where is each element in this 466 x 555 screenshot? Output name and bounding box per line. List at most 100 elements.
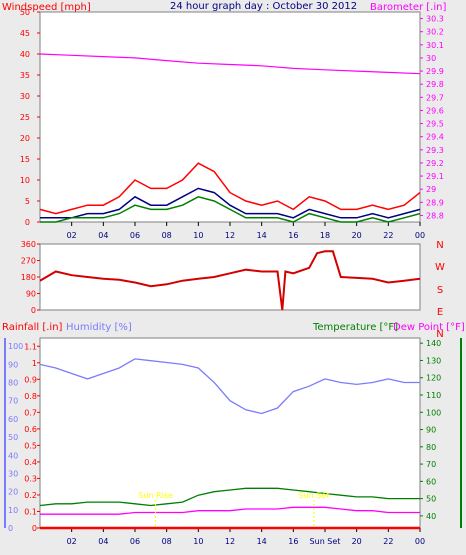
rain-x-tick-label: 06 xyxy=(130,537,140,546)
wind-x-tick-label: 08 xyxy=(162,231,172,240)
temp-y-tick-label: 120 xyxy=(426,374,441,383)
baro-y-tick-label: 29.2 xyxy=(426,159,444,168)
humidity-y-tick-label: 10 xyxy=(8,506,18,515)
temp-y-tick-label: 70 xyxy=(426,460,436,469)
baro-y-tick-label: 28.9 xyxy=(426,198,444,207)
wind-x-tick-label: 10 xyxy=(193,231,203,240)
rain-y-tick-label: 0.1 xyxy=(24,507,37,516)
rain-x-tick-label: Sun Set xyxy=(310,537,341,546)
rain-y-tick-label: 0.4 xyxy=(24,458,37,467)
wind-y-tick-label: 35 xyxy=(20,71,30,80)
wind-x-tick-label: 12 xyxy=(225,231,235,240)
wind-y-tick-label: 30 xyxy=(20,92,30,101)
baro-y-tick-label: 29.4 xyxy=(426,133,444,142)
wind-y-tick-label: 40 xyxy=(20,50,30,59)
sun-marker-label: Sun Set xyxy=(298,491,329,500)
humidity-y-tick-label: 0 xyxy=(8,524,13,533)
wind-y-tick-label: 10 xyxy=(20,176,30,185)
baro-y-tick-label: 29.6 xyxy=(426,106,444,115)
rain-y-tick-label: 0.7 xyxy=(24,408,37,417)
rain-title: Rainfall [.in] xyxy=(2,322,63,333)
humidity-y-tick-label: 60 xyxy=(8,415,18,424)
rain-x-tick-label: 10 xyxy=(193,537,203,546)
dewpoint-title: Dew Point [°F] xyxy=(393,322,465,333)
wind-x-tick-label: 14 xyxy=(257,231,267,240)
wind-x-tick-label: 00 xyxy=(415,231,425,240)
compass-label: S xyxy=(437,285,443,296)
baro-y-tick-label: 29.1 xyxy=(426,172,444,181)
series-barometer xyxy=(39,53,421,75)
rain-y-tick-label: 1 xyxy=(32,359,37,368)
humidity-y-tick-label: 40 xyxy=(8,451,18,460)
compass-label: N xyxy=(436,329,443,340)
rain-y-tick-label: 0.5 xyxy=(24,441,37,450)
rain-hum-temp-panel: Rainfall [.in] Humidity [%] Temperature … xyxy=(2,322,465,546)
baro-y-tick-label: 30 xyxy=(426,54,436,63)
temp-y-tick-label: 50 xyxy=(426,495,436,504)
rain-x-tick-label: 16 xyxy=(288,537,298,546)
rain-x-tick-label: 22 xyxy=(383,537,393,546)
wind-x-tick-label: 02 xyxy=(67,231,77,240)
baro-y-tick-label: 29.9 xyxy=(426,67,444,76)
wind-baro-series xyxy=(39,53,421,223)
sun-marker-label: Sun Rise xyxy=(138,491,173,500)
humidity-axis-bar xyxy=(4,338,6,528)
rain-x-tick-label: 04 xyxy=(98,537,108,546)
humidity-y-axis: 0 10 20 30 40 50 60 70 80 90 100 xyxy=(8,342,23,533)
wind-y-tick-label: 45 xyxy=(20,29,30,38)
wind-baro-panel: Windspeed [mph] 24 hour graph day : Octo… xyxy=(2,1,446,240)
series-windspeed xyxy=(40,195,421,223)
baro-y-tick-label: 30.3 xyxy=(426,15,444,24)
humidity-y-tick-label: 100 xyxy=(8,342,23,351)
temp-y-tick-label: 110 xyxy=(426,391,441,400)
rain-y-axis: 0 0.1 0.2 0.3 0.4 0.5 0.6 0.7 0.8 0.9 1 1.1 xyxy=(24,342,40,533)
temp-y-tick-label: 140 xyxy=(426,339,441,348)
wind-x-tick-label: 06 xyxy=(130,231,140,240)
baro-y-tick-label: 29 xyxy=(426,185,436,194)
wind-x-tick-label: 16 xyxy=(288,231,298,240)
temp-y-tick-label: 80 xyxy=(426,443,436,452)
wind-dir-plot-area xyxy=(39,243,421,311)
wind-x-tick-label: 20 xyxy=(352,231,362,240)
rain-y-tick-label: 0.8 xyxy=(24,392,37,401)
rain-x-tick-label: 00 xyxy=(415,537,425,546)
wind-baro-plot-area xyxy=(39,11,421,223)
rain-x-tick-label: 02 xyxy=(67,537,77,546)
humidity-y-tick-label: 90 xyxy=(8,360,18,369)
humidity-y-tick-label: 20 xyxy=(8,488,18,497)
rain-hum-temp-series xyxy=(39,358,420,530)
compass-label: N xyxy=(436,240,443,251)
dir-y-tick-label: 180 xyxy=(21,273,36,282)
rain-y-tick-label: 1.1 xyxy=(24,342,37,351)
humidity-title: Humidity [%] xyxy=(66,322,132,333)
compass-label: W xyxy=(435,262,445,273)
rain-x-tick-label: 20 xyxy=(352,537,362,546)
humidity-y-tick-label: 30 xyxy=(8,469,18,478)
wind-dir-series xyxy=(39,250,421,311)
series-dew-point xyxy=(40,506,420,515)
baro-title: Barometer [.in] xyxy=(370,2,446,13)
humidity-y-tick-label: 70 xyxy=(8,397,18,406)
wind-y-tick-label: 0 xyxy=(25,218,30,227)
rain-x-tick-label: 12 xyxy=(225,537,235,546)
wind-x-axis: 02 04 06 08 10 12 14 16 18 20 22 00 xyxy=(67,222,425,240)
rain-x-tick-label: 14 xyxy=(257,537,267,546)
rain-y-tick-label: 0.6 xyxy=(24,425,37,434)
date-title: 24 hour graph day : October 30 2012 xyxy=(170,1,357,12)
rain-x-tick-label: 08 xyxy=(162,537,172,546)
baro-y-tick-label: 30.2 xyxy=(426,28,444,37)
wind-x-tick-label: 22 xyxy=(383,231,393,240)
rain-hum-temp-plot-area xyxy=(39,337,421,529)
baro-y-tick-label: 28.8 xyxy=(426,211,444,220)
baro-y-tick-label: 29.5 xyxy=(426,120,444,129)
temp-y-axis: 40 50 60 70 80 90 100 110 120 130 140 xyxy=(420,339,441,521)
series-windspeed-avg xyxy=(40,187,421,219)
baro-y-tick-label: 30.1 xyxy=(426,41,444,50)
temperature-axis-bar xyxy=(460,338,462,528)
compass-label: E xyxy=(437,307,443,318)
dir-y-tick-label: 270 xyxy=(21,257,36,266)
wind-y-tick-label: 50 xyxy=(20,8,30,17)
wind-y-axis: 0 5 10 15 20 25 30 35 40 45 50 xyxy=(20,8,40,227)
